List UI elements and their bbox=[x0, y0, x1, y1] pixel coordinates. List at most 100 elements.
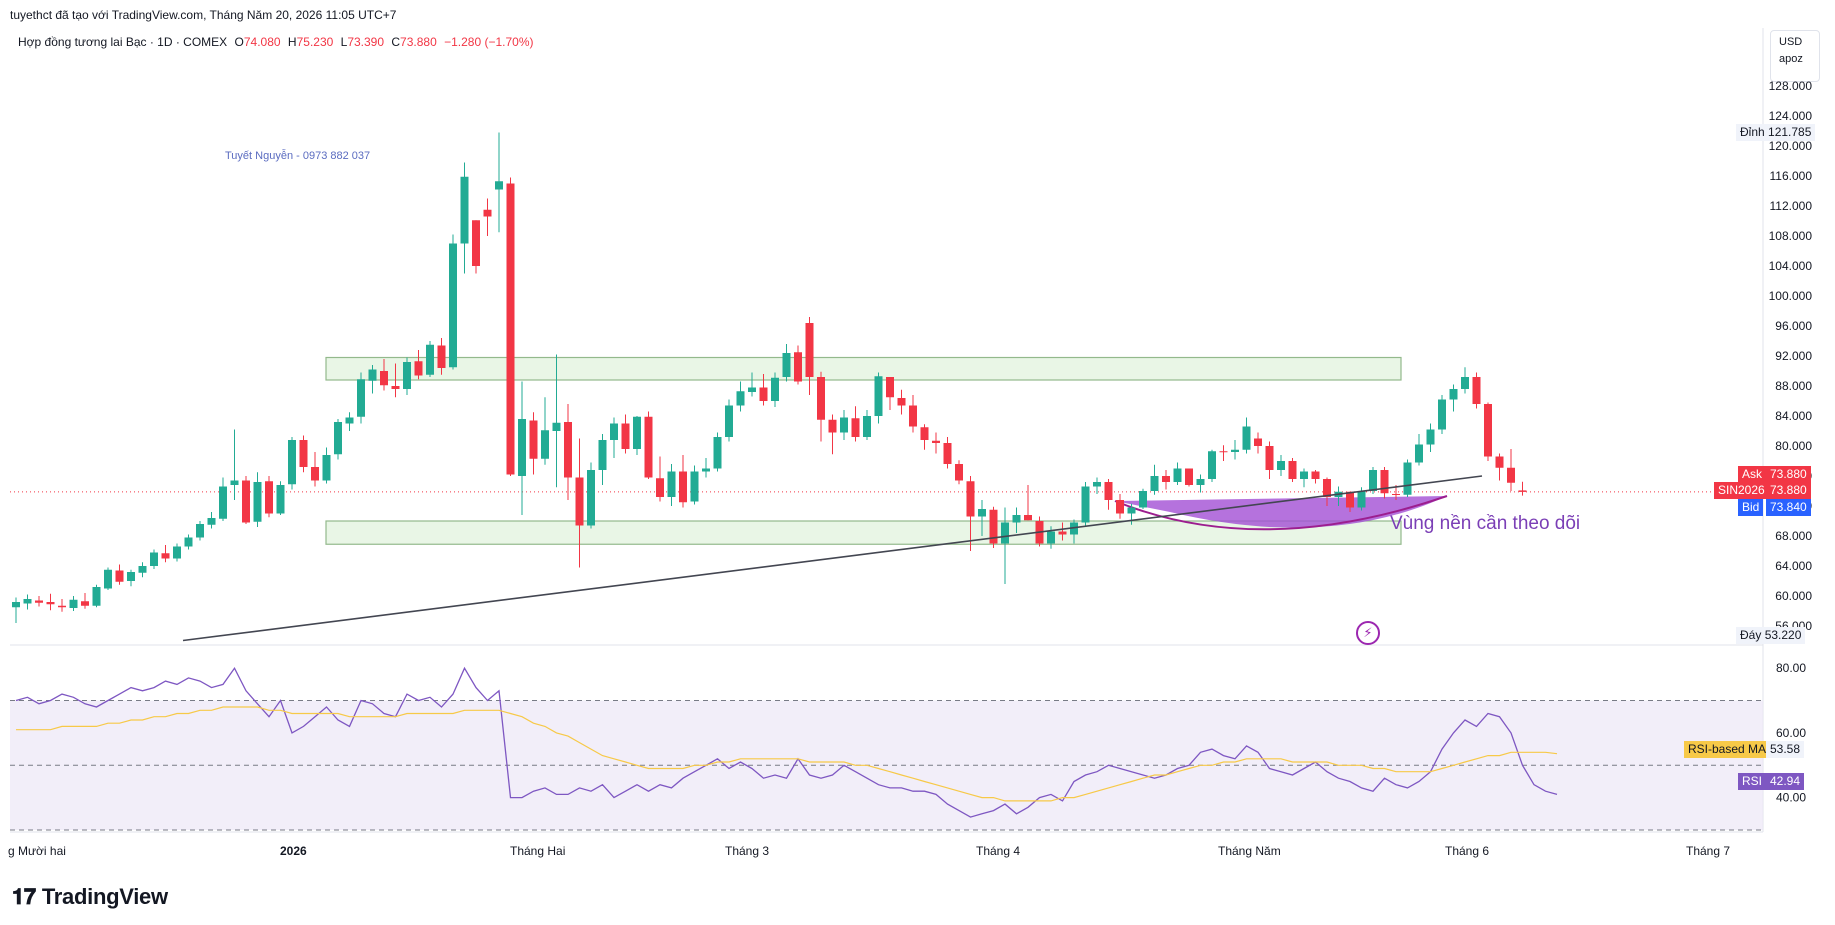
candle-body bbox=[1196, 479, 1205, 485]
symbol-tag-value: 73.880 bbox=[1766, 482, 1811, 499]
brand-logo[interactable]: 𝟏𝟕 TradingView bbox=[12, 884, 168, 910]
candle-body bbox=[748, 387, 756, 392]
support-trendline bbox=[182, 475, 1483, 642]
y-tick-label: 120.000 bbox=[1769, 139, 1813, 153]
candle-body bbox=[1265, 446, 1274, 470]
scale-mode-label: apoz bbox=[1779, 53, 1803, 65]
candle-body bbox=[1219, 451, 1228, 453]
candle-body bbox=[794, 352, 802, 382]
candle-body bbox=[1104, 482, 1113, 500]
currency-selector[interactable]: USD apoz bbox=[1770, 30, 1820, 82]
symbol-legend[interactable]: Hợp đồng tương lai Bạc · 1D · COMEX O74.… bbox=[18, 35, 534, 49]
y-tick-label: 64.000 bbox=[1775, 559, 1812, 573]
y-tick-label: 68.000 bbox=[1775, 529, 1812, 543]
x-tick-label: 2026 bbox=[280, 844, 307, 858]
rsi-ma-tag-value: 53.58 bbox=[1766, 741, 1805, 758]
candle-body bbox=[322, 455, 331, 481]
candle-body bbox=[932, 440, 940, 443]
candle-body bbox=[196, 524, 204, 538]
candle-body bbox=[1093, 482, 1101, 487]
candle-body bbox=[472, 220, 480, 266]
candle-body bbox=[299, 440, 308, 467]
candle-body bbox=[23, 599, 32, 604]
currency-label: USD bbox=[1779, 36, 1803, 48]
x-tick-label: Tháng 4 bbox=[976, 844, 1020, 858]
candle-body bbox=[1024, 515, 1032, 521]
candle-body bbox=[966, 481, 975, 517]
candle-body bbox=[955, 464, 963, 481]
candle-body bbox=[1357, 491, 1366, 508]
rsi-tag-label: RSI bbox=[1738, 773, 1767, 790]
candle-body bbox=[1484, 404, 1492, 457]
rsi-pane: 80.00 60.00 40.00 bbox=[10, 661, 1806, 831]
candle-body bbox=[276, 485, 285, 514]
candle-body bbox=[1346, 491, 1354, 508]
candle-body bbox=[380, 371, 388, 386]
y-tick-label: 96.000 bbox=[1775, 319, 1812, 333]
candle-body bbox=[426, 344, 434, 375]
rsi-line bbox=[15, 666, 1558, 818]
rsi-tick-label: 80.00 bbox=[1776, 661, 1806, 675]
candle-body bbox=[690, 471, 699, 502]
candle-body bbox=[368, 369, 377, 381]
high-tag-value: 121.785 bbox=[1768, 125, 1812, 139]
candle-body bbox=[679, 471, 687, 503]
symbol-title: Hợp đồng tương lai Bạc · 1D · COMEX bbox=[18, 35, 228, 49]
candle-body bbox=[391, 386, 400, 389]
candle-body bbox=[46, 602, 55, 605]
y-tick-label: 108.000 bbox=[1769, 229, 1813, 243]
x-tick-label: Tháng 6 bbox=[1445, 844, 1489, 858]
base-zone-annotation: Vùng nền cần theo dõi bbox=[1390, 513, 1581, 534]
flash-icon[interactable]: ⚡ bbox=[1356, 621, 1380, 645]
y-tick-label: 80.000 bbox=[1775, 439, 1812, 453]
range-zone bbox=[325, 356, 1402, 381]
candle-body bbox=[1162, 476, 1170, 482]
brand-name: TradingView bbox=[41, 884, 168, 909]
candle-body bbox=[1173, 468, 1182, 482]
candle-body bbox=[1139, 491, 1147, 508]
y-tick-label: 84.000 bbox=[1775, 409, 1812, 423]
y-tick-label: 128.000 bbox=[1769, 79, 1813, 93]
candle-body bbox=[1311, 471, 1320, 479]
open-value: 74.080 bbox=[243, 35, 281, 49]
candle-body bbox=[334, 422, 342, 455]
candle-body bbox=[1392, 494, 1400, 495]
candle-body bbox=[610, 423, 618, 440]
candle-body bbox=[230, 480, 239, 485]
candle-body bbox=[564, 422, 572, 478]
y-tick-label: 60.000 bbox=[1775, 589, 1812, 603]
candle-body bbox=[403, 362, 411, 389]
candle-body bbox=[1438, 399, 1446, 430]
candle-body bbox=[219, 486, 227, 519]
x-tick-label: Tháng Hai bbox=[510, 844, 565, 858]
candle-body bbox=[1231, 449, 1239, 452]
candle-body bbox=[1047, 531, 1055, 544]
candle-body bbox=[851, 418, 860, 437]
candle-body bbox=[782, 353, 791, 377]
candle-body bbox=[874, 376, 883, 416]
candle-body bbox=[1495, 456, 1504, 468]
author-note: Tuyết Nguyễn - 0973 882 037 bbox=[225, 150, 371, 162]
candle-body bbox=[943, 443, 952, 464]
close-value: 73.880 bbox=[400, 35, 437, 49]
candle-body bbox=[621, 423, 630, 449]
candle-body bbox=[702, 468, 710, 472]
candle-body bbox=[414, 361, 423, 376]
candle-body bbox=[817, 377, 825, 420]
candle-body bbox=[541, 430, 549, 459]
rsi-tick-label: 60.00 bbox=[1776, 726, 1806, 740]
candle-body bbox=[989, 509, 998, 544]
candle-body bbox=[288, 440, 296, 485]
candle-body bbox=[575, 477, 584, 526]
candle-body bbox=[725, 405, 733, 437]
y-tick-label: 88.000 bbox=[1775, 379, 1812, 393]
candle-body bbox=[1472, 377, 1481, 404]
candle-body bbox=[437, 345, 446, 368]
candle-body bbox=[1507, 467, 1515, 483]
candle-body bbox=[311, 467, 319, 481]
candle-body bbox=[357, 379, 365, 417]
range-zone bbox=[325, 520, 1402, 545]
candle-body bbox=[1518, 490, 1527, 492]
candle-body bbox=[644, 416, 653, 478]
